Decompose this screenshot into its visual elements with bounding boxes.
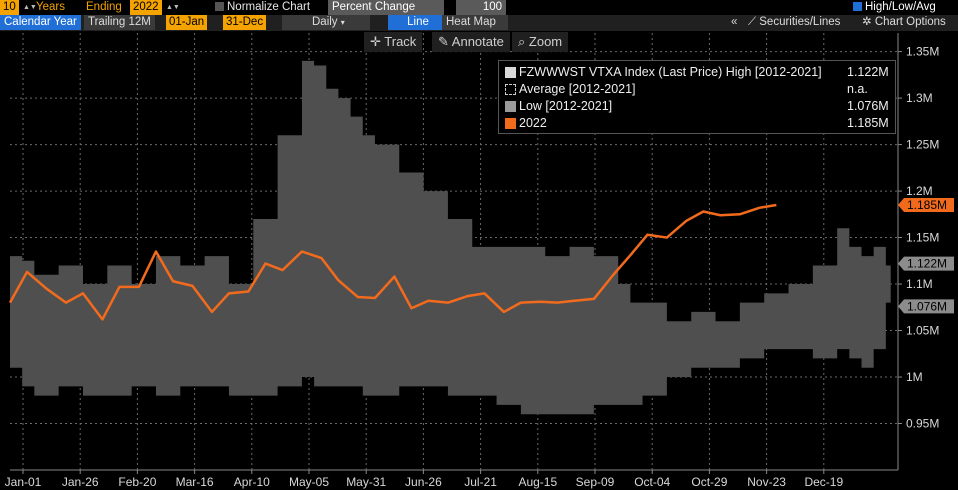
x-tick-label: Mar-16 (176, 475, 214, 489)
checkbox-checked-icon[interactable] (853, 2, 862, 11)
legend-label: Average [2012-2021] (519, 82, 636, 96)
y-tick-label: 1.05M (906, 324, 939, 338)
legend-swatch (505, 84, 516, 95)
axis-value-labels: 1.185M 1.122M 1.076M (898, 198, 954, 314)
legend-value: 1.122M (847, 65, 889, 79)
end-date-input[interactable]: 31-Dec (223, 15, 267, 30)
high-low-band (10, 60, 891, 415)
annotate-tool[interactable]: ✎ Annotate (432, 32, 510, 52)
calendar-year-button[interactable]: Calendar Year (0, 15, 81, 30)
legend-swatch (505, 118, 516, 129)
x-tick-label: Jan-01 (5, 475, 42, 489)
gear-icon: ✲ (862, 16, 875, 28)
ending-input[interactable]: 2022 (130, 0, 162, 15)
toolbar-row-2: Calendar Year Trailing 12M 01-Jan 31-Dec… (0, 15, 958, 31)
x-tick-label: Oct-29 (691, 475, 727, 489)
normalize-base-input[interactable]: 100 (456, 0, 506, 15)
x-tick-label: Jul-21 (464, 475, 497, 489)
track-label: Track (384, 34, 417, 49)
axis-value-label: 1.185M (898, 198, 954, 213)
axis-value-tag (898, 256, 954, 271)
legend-swatch (505, 101, 516, 112)
axis-value-label: 1.076M (898, 299, 954, 314)
y-tick-label: 1.1M (906, 277, 933, 291)
x-tick-label: Aug-15 (518, 475, 557, 489)
y-tick-label: 1M (906, 370, 923, 384)
axis-value-tag (898, 299, 954, 314)
y-tick-label: 0.95M (906, 417, 939, 431)
crosshair-icon: ✛ (370, 34, 385, 49)
frequency-select[interactable]: Daily ▾ (282, 15, 370, 30)
series-2022-line (8, 203, 777, 321)
years-spinner[interactable]: ▲▼ (23, 4, 37, 11)
checkbox-icon[interactable] (215, 2, 224, 11)
trailing-12m-button[interactable]: Trailing 12M (84, 15, 155, 30)
axis-value-tag (898, 198, 954, 213)
chart-options-label: Chart Options (874, 16, 946, 28)
x-tick-label: Oct-04 (634, 475, 670, 489)
frequency-value: Daily (312, 16, 338, 28)
y-tick-label: 1.3M (906, 91, 933, 105)
x-tick-label: May-05 (289, 475, 329, 489)
x-tick-label: Sep-09 (576, 475, 615, 489)
axis-value-text: 1.076M (907, 299, 947, 313)
ending-label: Ending (86, 1, 122, 13)
zoom-label: Zoom (528, 34, 563, 49)
legend: FZWWWST VTXA Index (Last Price) High [20… (498, 60, 896, 134)
dropdown-arrow-icon: ▾ (340, 18, 345, 27)
normalize-label: Normalize Chart (227, 1, 311, 13)
y-tick-label: 1.2M (906, 184, 933, 198)
x-tick-label: Nov-23 (747, 475, 786, 489)
legend-value: n.a. (847, 82, 868, 96)
x-tick-labels: Jan-01 Jan-26 Feb-20 Mar-16 Apr-10 May-05 May-… (5, 470, 843, 489)
collapse-icon[interactable]: « (731, 16, 738, 28)
track-tool[interactable]: ✛ Track (364, 32, 423, 52)
y-tick-labels: 0.95M 1M 1.05M 1.1M 1.15M 1.2M 1.25M 1.3M 1.35M (898, 45, 939, 431)
chart-options-button[interactable]: ✲ Chart Options (862, 15, 946, 30)
years-input[interactable]: 10 (0, 0, 19, 15)
normalize-mode-select[interactable]: Percent Change (328, 0, 444, 15)
legend-value: 1.185M (847, 116, 889, 130)
legend-swatch (505, 67, 516, 78)
y-tick-label: 1.25M (906, 138, 939, 152)
normalize-toggle[interactable]: Normalize Chart (215, 0, 310, 15)
high-low-avg-label: High/Low/Avg (865, 1, 936, 13)
annotate-label: Annotate (451, 34, 504, 49)
x-tick-label: Dec-19 (804, 475, 843, 489)
high-low-avg-toggle[interactable]: High/Low/Avg (853, 0, 936, 15)
zoom-tool[interactable]: ⌕ Zoom (512, 32, 569, 52)
toolbar-row-1: 10 ▲▼ Years Ending 2022 ▲▼ Normalize Cha… (0, 0, 958, 15)
y-tick-label: 1.35M (906, 45, 939, 59)
tab-line[interactable]: Line (388, 15, 448, 30)
legend-label: 2022 (519, 116, 547, 130)
x-tick-label: Apr-10 (234, 475, 270, 489)
x-tick-label: May-31 (346, 475, 386, 489)
securities-lines-label: Securities/Lines (759, 16, 841, 28)
axis-value-text: 1.185M (907, 198, 947, 212)
tab-heat-map[interactable]: Heat Map (442, 15, 508, 30)
axis-value-label: 1.122M (898, 256, 954, 271)
start-date-input[interactable]: 01-Jan (166, 15, 208, 30)
x-tick-label: Feb-20 (118, 475, 156, 489)
securities-lines-button[interactable]: ⟋ Securities/Lines (748, 15, 840, 30)
legend-label: Low [2012-2021] (519, 99, 613, 113)
pencil-icon: ✎ (438, 34, 452, 49)
x-tick-label: Jun-26 (405, 475, 442, 489)
legend-value: 1.076M (847, 99, 889, 113)
legend-label: FZWWWST VTXA Index (Last Price) High [20… (519, 65, 822, 79)
lines-icon: ⟋ (748, 16, 760, 28)
years-label: Years (36, 1, 65, 13)
magnifier-icon: ⌕ (518, 34, 529, 49)
ending-spinner[interactable]: ▲▼ (166, 4, 180, 11)
y-tick-label: 1.15M (906, 231, 939, 245)
x-tick-label: Jan-26 (62, 475, 99, 489)
axis-value-text: 1.122M (907, 257, 947, 271)
